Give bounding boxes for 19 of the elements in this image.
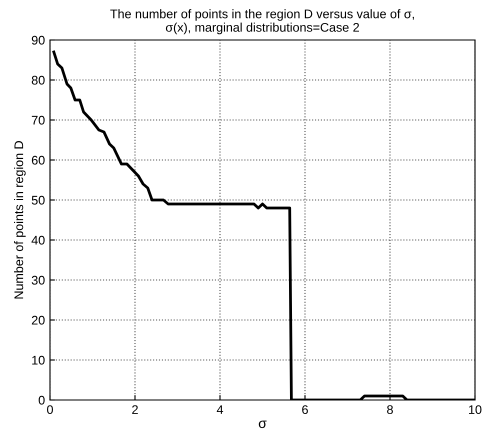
y-tick-label: 10: [32, 356, 45, 365]
y-tick-label: 20: [32, 316, 45, 325]
y-tick-label: 0: [38, 396, 45, 405]
y-tick-label: 80: [32, 76, 45, 85]
y-tick-label: 70: [32, 116, 45, 125]
y-tick-label: 90: [32, 36, 45, 45]
y-tick-label: 40: [32, 236, 45, 245]
x-tick-label: 10: [469, 405, 482, 414]
y-tick-label: 30: [32, 276, 45, 285]
x-tick-label: 0: [47, 405, 53, 414]
x-axis-title: σ: [258, 420, 267, 428]
y-tick-label: 60: [32, 156, 45, 165]
x-tick-label: 4: [216, 405, 224, 414]
x-tick-label: 6: [302, 405, 308, 414]
x-tick-label: 2: [132, 405, 138, 414]
y-axis-title: Number of points in region D: [14, 141, 26, 299]
y-tick-label: 50: [32, 196, 45, 205]
chart-title: The number of points in the region D versus value of σ, σ(x), marginal distributions=Case 2: [110, 9, 414, 34]
x-tick-label: 8: [387, 405, 393, 414]
